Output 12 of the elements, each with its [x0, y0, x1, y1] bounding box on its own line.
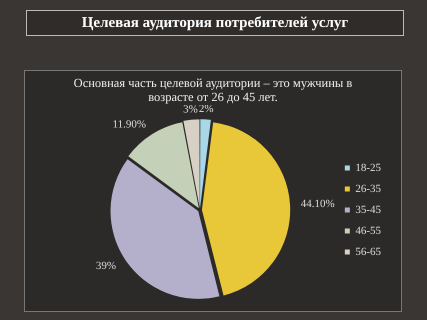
legend-label: 18-25: [355, 162, 382, 174]
chart-title: Целевая аудитория потребителей услуг: [26, 10, 404, 36]
data-label: 39%: [96, 260, 116, 272]
data-label: 2%: [198, 103, 214, 116]
data-label: 44.10%: [300, 198, 335, 210]
legend-label: 56-65: [355, 246, 382, 258]
legend-label: 35-45: [355, 204, 382, 216]
chart-subtitle: Основная часть целевой аудитории – это мужчины в возрасте от 26 до 45 лет.: [72, 76, 354, 104]
legend-label: 26-35: [355, 182, 382, 195]
legend-label: 46-55: [355, 224, 382, 237]
data-label: 11.90%: [112, 118, 146, 130]
data-label: 3%: [183, 103, 198, 116]
